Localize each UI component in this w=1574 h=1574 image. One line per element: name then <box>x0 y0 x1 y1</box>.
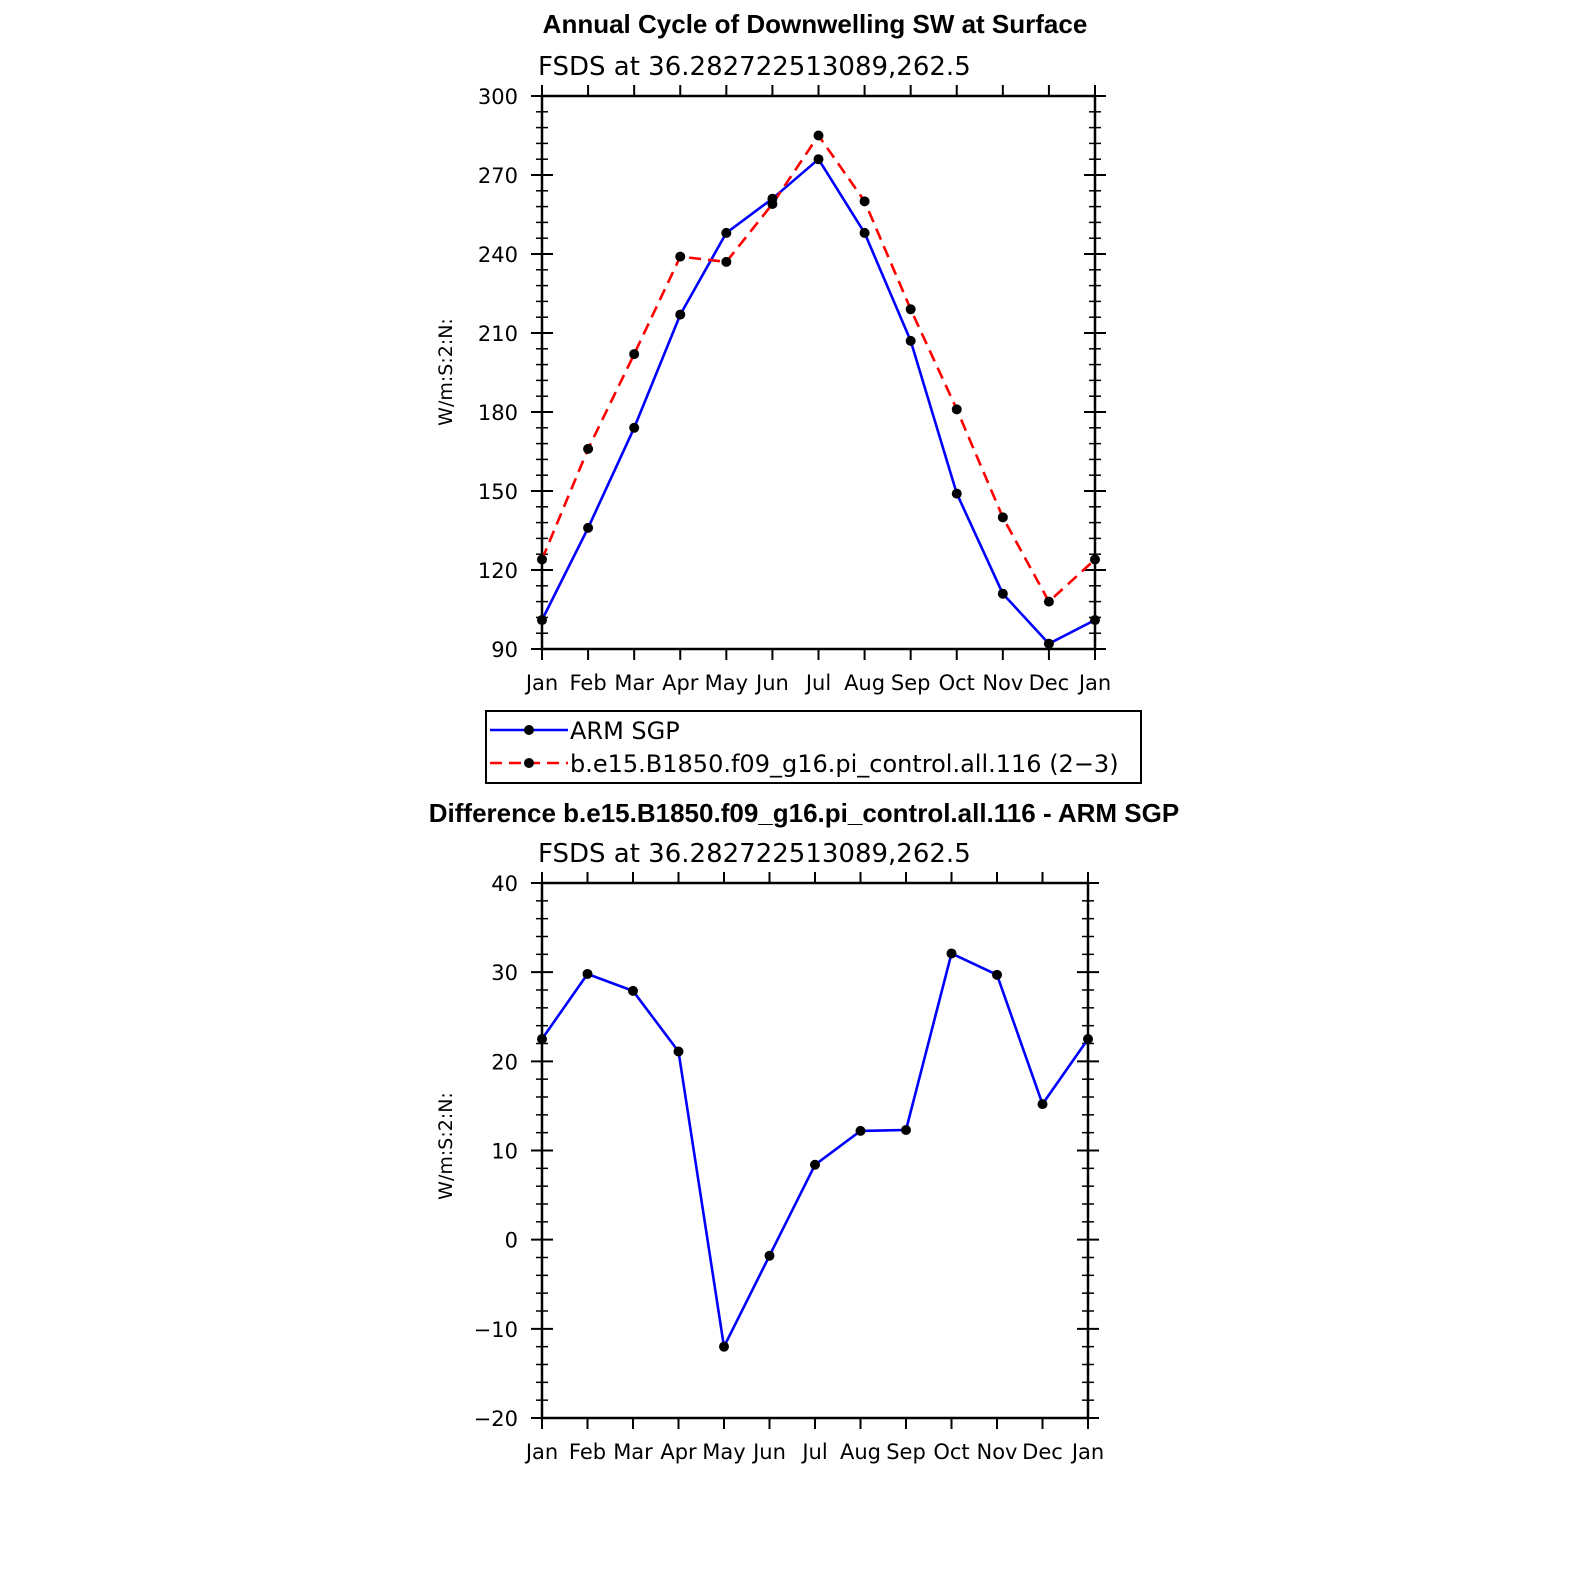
chart1-frame <box>540 94 1097 651</box>
legend-marker-model <box>524 758 534 768</box>
legend-label-arm-sgp: ARM SGP <box>570 717 680 745</box>
chart1-series-2-point <box>767 198 778 209</box>
chart2-xtick-label: Sep <box>886 1440 926 1464</box>
chart2-plot: Jan Feb Mar Apr May Jun Jul Aug Sep Oct Nov Dec Jan−… <box>474 872 1104 1464</box>
chart1-xtick-label: Jan <box>524 671 558 695</box>
chart2-xtick-label: Jan <box>1070 1440 1104 1464</box>
chart1-xtick-label: Nov <box>982 671 1023 695</box>
chart1-subtitle: FSDS at 36.282722513089,262.5 <box>538 52 971 82</box>
chart1-ylabel: W/m:S:2:N: <box>435 318 457 426</box>
chart1-xtick-label: Jan <box>1077 671 1111 695</box>
chart1-series-1-point <box>859 227 870 238</box>
chart2-xtick-label: Apr <box>660 1440 697 1464</box>
chart2-series-1-point <box>855 1125 866 1136</box>
chart2-series-1-point <box>764 1250 775 1261</box>
chart1-series-1-point <box>905 335 916 346</box>
chart1-series-2-point <box>905 304 916 315</box>
chart1-series-2-point <box>675 251 686 262</box>
chart1-series-2-point <box>997 512 1008 523</box>
chart2-series-1-line <box>540 952 1090 1348</box>
legend-box <box>485 710 1142 784</box>
chart2-ytick-label: 20 <box>491 1050 518 1074</box>
chart1-series-2-line <box>540 134 1096 603</box>
chart1-ytick-label: 240 <box>478 243 518 267</box>
chart2-ytick-label: 10 <box>491 1140 518 1164</box>
legend: ARM SGP b.e15.B1850.f09_g16.pi_control.a… <box>485 710 1142 784</box>
chart2-series-1-point <box>901 1124 911 1135</box>
chart1-series-1-point <box>629 422 640 433</box>
chart1-ytick-label: 270 <box>478 164 518 188</box>
chart1-xtick-label: Oct <box>939 671 975 695</box>
chart1-xtick-label: May <box>705 671 748 695</box>
chart1-xtick-label: Mar <box>614 671 654 695</box>
chart2-xtick-label: Mar <box>613 1440 653 1464</box>
chart2-xtick-label: Aug <box>840 1440 881 1464</box>
chart2-series-1-point <box>1037 1099 1048 1110</box>
chart2-ylabel: W/m:S:2:N: <box>435 1092 457 1200</box>
chart1-xtick-label: Dec <box>1029 671 1070 695</box>
chart1-series-2-point <box>583 443 594 454</box>
chart2-xtick-label: Jul <box>800 1440 827 1464</box>
chart2-series-1-point <box>946 948 957 959</box>
chart2-series-1-point <box>582 968 593 979</box>
chart1-series-1-line <box>540 157 1096 646</box>
chart2-series-1-point <box>628 985 638 996</box>
chart1-plot: Jan Feb Mar Apr May Jun Jul Aug Sep Oct Nov Dec Jan9… <box>478 85 1111 695</box>
chart1-xtick-label: Jul <box>804 671 831 695</box>
chart2-xtick-label: Dec <box>1022 1440 1063 1464</box>
chart2-series-1-point <box>1083 1034 1093 1045</box>
chart1-ytick-label: 300 <box>478 85 518 109</box>
chart2-ytick-label: −10 <box>474 1318 518 1342</box>
chart1-series-1-point <box>721 227 732 238</box>
chart1-series-2-point <box>951 404 962 415</box>
chart1-series-2-point <box>859 196 870 207</box>
chart1-xtick-label: Jun <box>754 671 789 695</box>
chart1-series-2-point <box>1090 554 1100 565</box>
chart2-ytick-label: 0 <box>505 1229 518 1253</box>
chart2-xtick-label: Feb <box>569 1440 606 1464</box>
chart1-title: Annual Cycle of Downwelling SW at Surfac… <box>543 9 1088 39</box>
chart1-series-1-point <box>675 309 686 320</box>
chart2-series-1-point <box>719 1341 729 1352</box>
chart1-ytick-label: 90 <box>491 638 518 662</box>
chart1-series-1-point <box>813 154 824 165</box>
chart2-xtick-label: Oct <box>933 1440 969 1464</box>
chart2-series-1-point <box>810 1159 820 1170</box>
chart1-series-1-point <box>997 588 1008 599</box>
chart1-series-2-point <box>721 256 732 267</box>
chart1-series-1-point <box>537 615 547 626</box>
chart2-ytick-label: −20 <box>474 1407 518 1431</box>
chart2-xtick-label: Jan <box>524 1440 558 1464</box>
legend-marker-arm-sgp <box>524 725 534 735</box>
chart1-series-2-point <box>537 554 547 565</box>
chart2-series-1-point <box>992 969 1002 980</box>
chart1-series-1-point <box>1090 615 1100 626</box>
chart1-series-1-point <box>1043 638 1054 649</box>
chart1-series-2-point <box>1043 596 1054 607</box>
chart1-ytick-label: 120 <box>478 559 518 583</box>
chart1-ytick-label: 180 <box>478 401 518 425</box>
chart2-ytick-label: 30 <box>491 961 518 985</box>
chart2-ytick-label: 40 <box>491 872 518 896</box>
chart2-subtitle: FSDS at 36.282722513089,262.5 <box>538 839 971 869</box>
chart2-series-1-point <box>537 1034 547 1045</box>
chart1-series-1-point <box>951 488 962 499</box>
chart1-xtick-label: Aug <box>844 671 885 695</box>
chart1-series-2-point <box>813 130 824 141</box>
chart1-xtick-label: Feb <box>569 671 606 695</box>
chart2-xtick-label: May <box>702 1440 745 1464</box>
chart1-series-1-point <box>583 522 594 533</box>
legend-label-model: b.e15.B1850.f09_g16.pi_control.all.116 (… <box>570 750 1119 778</box>
chart2-series-1-point <box>673 1046 684 1057</box>
chart2-frame <box>540 881 1090 1420</box>
chart1-xtick-label: Apr <box>662 671 699 695</box>
chart2-title: Difference b.e15.B1850.f09_g16.pi_contro… <box>429 798 1179 828</box>
chart2-xtick-label: Nov <box>977 1440 1018 1464</box>
chart1-series-2-point <box>629 349 640 360</box>
chart1-ytick-label: 150 <box>478 480 518 504</box>
chart2-xtick-label: Jun <box>751 1440 786 1464</box>
chart1-ytick-label: 210 <box>478 322 518 346</box>
chart1-xtick-label: Sep <box>891 671 931 695</box>
